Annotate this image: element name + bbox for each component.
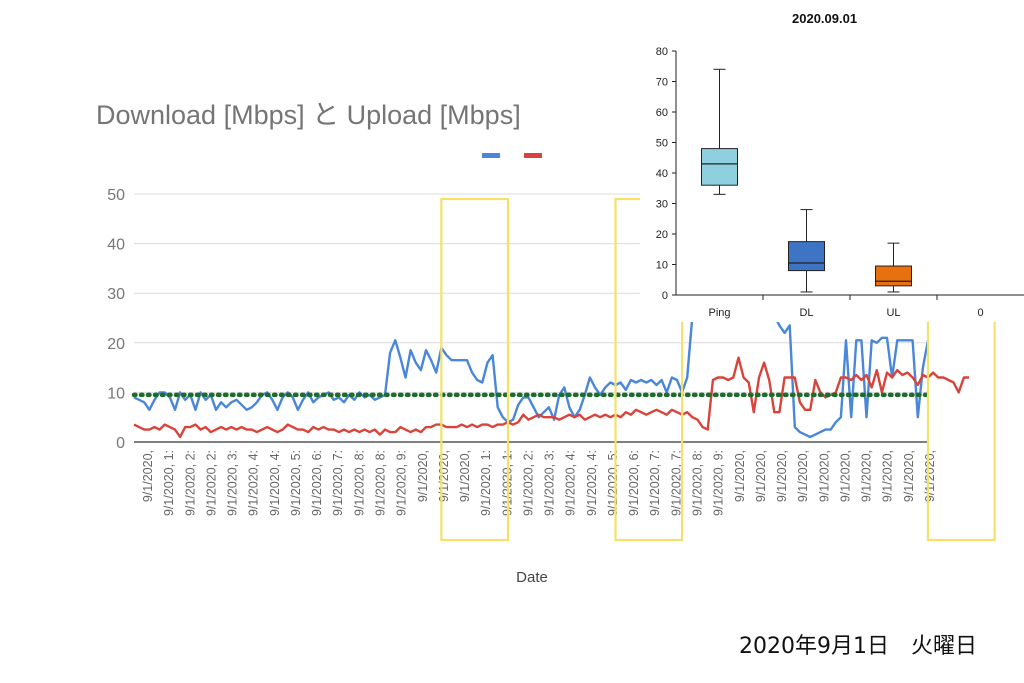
boxplot-y-tick-label: 30 bbox=[656, 199, 668, 211]
boxplot-y-tick-label: 0 bbox=[662, 290, 668, 302]
y-tick-label: 0 bbox=[116, 435, 125, 452]
x-tick-label: 9/1/2020, bbox=[817, 450, 831, 502]
y-tick-label: 50 bbox=[107, 187, 125, 204]
x-tick-label: 9/1/2020, bbox=[416, 450, 430, 502]
boxplot-y-tick-label: 10 bbox=[656, 260, 668, 272]
x-axis-ticks: 9/1/2020, 9/1/2020, 1: 9/1/2020, 2: 9/1/202… bbox=[141, 450, 937, 516]
boxplot-category-label: Ping bbox=[708, 307, 730, 319]
x-tick-label: 9/1/2020, 1: bbox=[162, 450, 176, 516]
x-tick-label: 9/1/2020, 8: bbox=[691, 450, 705, 516]
x-tick-label: 9/1/2020, 5: bbox=[606, 450, 620, 516]
x-tick-label: 9/1/2020, bbox=[437, 450, 451, 502]
x-tick-label: 9/1/2020, bbox=[796, 450, 810, 502]
x-tick-label: 9/1/2020, bbox=[733, 450, 747, 502]
boxplot-y-tick-label: 80 bbox=[656, 46, 668, 58]
boxplot-axis: 0 10 20 30 40 50 60 70 80 Ping DL UL 0 bbox=[656, 46, 1024, 319]
boxplot-boxes bbox=[701, 68, 912, 293]
x-tick-label: 9/1/2020, 9: bbox=[395, 450, 409, 516]
box-dl bbox=[788, 241, 825, 272]
x-tick-label: 9/1/2020, 3: bbox=[226, 450, 240, 516]
legend bbox=[482, 153, 542, 158]
x-tick-label: 9/1/2020, bbox=[838, 450, 852, 502]
boxplot-category-label: DL bbox=[799, 307, 813, 319]
boxplot-y-tick-label: 60 bbox=[656, 107, 668, 119]
x-tick-label: 9/1/2020, 7: bbox=[669, 450, 683, 516]
x-axis-label: Date bbox=[516, 569, 548, 586]
x-tick-label: 9/1/2020, 4: bbox=[247, 450, 261, 516]
x-tick-label: 9/1/2020, bbox=[775, 450, 789, 502]
boxplot-y-tick-label: 20 bbox=[656, 229, 668, 241]
x-tick-label: 9/1/2020, 7: bbox=[331, 450, 345, 516]
highlight-box bbox=[440, 197, 510, 542]
x-tick-label: 9/1/2020, bbox=[141, 450, 155, 502]
x-tick-label: 9/1/2020, 1: bbox=[479, 450, 493, 516]
y-tick-label: 30 bbox=[107, 286, 125, 303]
x-tick-label: 9/1/2020, 9: bbox=[712, 450, 726, 516]
date-caption: 2020年9月1日 火曜日 bbox=[739, 634, 977, 659]
boxplot-y-tick-label: 40 bbox=[656, 168, 668, 180]
boxplot-y-tick-label: 70 bbox=[656, 77, 668, 89]
x-tick-label: 9/1/2020, bbox=[881, 450, 895, 502]
x-tick-label: 9/1/2020, 2: bbox=[204, 450, 218, 516]
x-tick-label: 9/1/2020, 4: bbox=[268, 450, 282, 516]
series-lines bbox=[133, 314, 969, 439]
boxplot-category-label: 0 bbox=[977, 307, 983, 319]
x-tick-label: 9/1/2020, bbox=[902, 450, 916, 502]
x-tick-label: 9/1/2020, bbox=[860, 450, 874, 502]
boxplot-y-tick-label: 50 bbox=[656, 138, 668, 150]
x-tick-label: 9/1/2020, bbox=[923, 450, 937, 502]
boxplot-category-label: UL bbox=[886, 307, 900, 319]
x-tick-label: 9/1/2020, 8: bbox=[352, 450, 366, 516]
x-tick-label: 9/1/2020, 6: bbox=[310, 450, 324, 516]
boxplot-chart: 0 10 20 30 40 50 60 70 80 Ping DL UL 0 bbox=[656, 46, 1024, 319]
x-tick-label: 9/1/2020, 6: bbox=[627, 450, 641, 516]
y-tick-label: 40 bbox=[107, 237, 125, 254]
legend-swatch-download bbox=[482, 153, 500, 158]
y-tick-label: 20 bbox=[107, 336, 125, 353]
x-tick-label: 9/1/2020, 4: bbox=[585, 450, 599, 516]
x-tick-label: 9/1/2020, 8: bbox=[373, 450, 387, 516]
x-tick-label: 9/1/2020, 2: bbox=[183, 450, 197, 516]
x-tick-label: 9/1/2020, 7: bbox=[648, 450, 662, 516]
box-ping bbox=[701, 148, 738, 186]
boxplot-title: 2020.09.01 bbox=[792, 11, 858, 26]
x-tick-label: 9/1/2020, bbox=[754, 450, 768, 502]
x-tick-label: 9/1/2020, 3: bbox=[543, 450, 557, 516]
x-tick-label: 9/1/2020, 5: bbox=[289, 450, 303, 516]
x-tick-label: 9/1/2020, bbox=[458, 450, 472, 502]
chart-title: Download [Mbps] と Upload [Mbps] bbox=[96, 100, 521, 130]
box-ul bbox=[875, 265, 912, 287]
y-tick-label: 10 bbox=[107, 385, 125, 402]
legend-swatch-upload bbox=[524, 153, 542, 158]
x-tick-label: 9/1/2020, 2: bbox=[521, 450, 535, 516]
x-tick-label: 9/1/2020, 4: bbox=[564, 450, 578, 516]
y-axis-ticks: 0 10 20 30 40 50 bbox=[107, 187, 125, 452]
